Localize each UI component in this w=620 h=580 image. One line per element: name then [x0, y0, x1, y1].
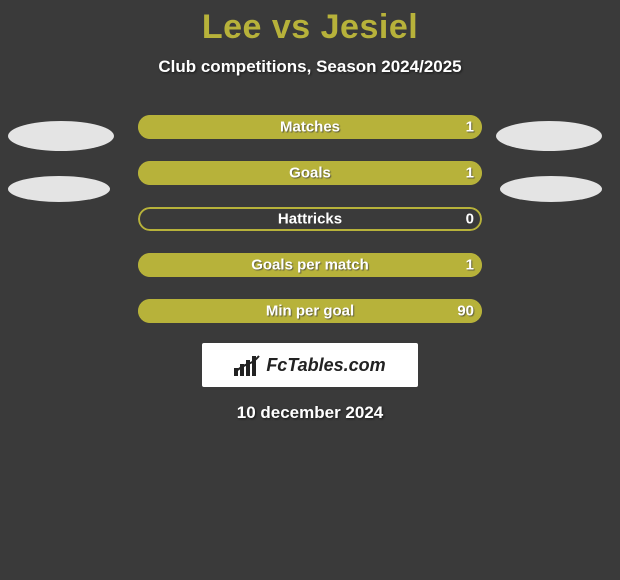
- fill-right: [138, 115, 482, 139]
- title-left: Lee: [202, 8, 262, 46]
- stat-value-right: 90: [457, 303, 474, 320]
- fill-right: [138, 161, 482, 185]
- track-border: [138, 207, 482, 231]
- stat-track: [138, 299, 482, 323]
- logo-text: FcTables.com: [266, 355, 385, 376]
- stat-row: Min per goal90: [0, 299, 620, 323]
- fill-right: [138, 253, 482, 277]
- stat-row: Goals1: [0, 161, 620, 185]
- stat-track: [138, 161, 482, 185]
- stat-value-right: 0: [466, 211, 474, 228]
- title-vs: vs: [262, 8, 321, 46]
- logo-box: FcTables.com: [202, 343, 418, 387]
- comparison-infographic: Lee vs Jesiel Club competitions, Season …: [0, 0, 620, 580]
- barchart-icon: [234, 354, 260, 376]
- stat-row: Goals per match1: [0, 253, 620, 277]
- page-title: Lee vs Jesiel: [0, 0, 620, 47]
- stat-row: Matches1: [0, 115, 620, 139]
- stat-row: Hattricks0: [0, 207, 620, 231]
- stat-track: [138, 115, 482, 139]
- stat-track: [138, 253, 482, 277]
- stat-value-right: 1: [466, 119, 474, 136]
- title-right: Jesiel: [321, 8, 419, 46]
- date-text: 10 december 2024: [0, 403, 620, 423]
- stat-value-right: 1: [466, 165, 474, 182]
- stat-value-right: 1: [466, 257, 474, 274]
- fill-right: [138, 299, 482, 323]
- subtitle: Club competitions, Season 2024/2025: [0, 57, 620, 77]
- stat-track: [138, 207, 482, 231]
